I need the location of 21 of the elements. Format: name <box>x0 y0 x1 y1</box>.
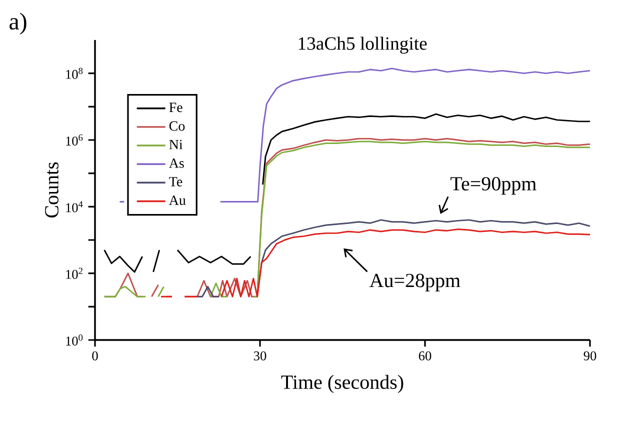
x-tick-label: 30 <box>254 351 266 360</box>
y-tick-label: 10$^{0}$ <box>66 334 83 346</box>
x-tick-label: 60 <box>418 351 432 360</box>
y-tick-label: 10$^{6}$ <box>66 134 83 146</box>
text: a) <box>10 12 26 34</box>
legend-label: Co <box>169 121 185 131</box>
annotation: Te=90ppm <box>450 177 536 195</box>
annotation: Au=28ppm <box>370 274 460 292</box>
y-tick-label: 10$^{2}$ <box>66 268 82 279</box>
legend-label: Fe <box>169 102 182 112</box>
chart-title: 13aCh5 lollingite <box>298 36 427 54</box>
x-tick-label: 90 <box>584 351 596 360</box>
x-tick-label: 0 <box>92 351 98 360</box>
legend-label: Te <box>169 177 182 186</box>
x-axis-title: Time (seconds) <box>281 374 404 394</box>
legend-label: Au <box>168 196 186 205</box>
y-axis-title: Counts <box>45 162 58 218</box>
legend-label: As <box>168 158 184 168</box>
y-tick-label: 10$^{8}$ <box>66 68 83 79</box>
legend-label: Ni <box>169 140 183 150</box>
y-tick-label: 10$^{4}$ <box>66 201 83 212</box>
